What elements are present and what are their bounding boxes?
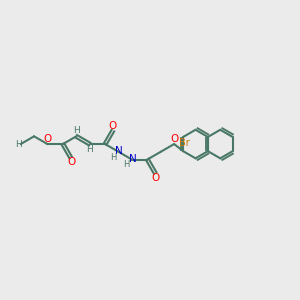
Text: O: O [67, 158, 75, 167]
Text: H: H [15, 140, 22, 148]
Text: O: O [109, 121, 117, 130]
Text: O: O [152, 173, 160, 183]
Text: H: H [73, 127, 80, 136]
Text: H: H [110, 153, 116, 162]
Text: N: N [129, 154, 136, 164]
Text: O: O [43, 134, 52, 144]
Text: H: H [123, 160, 130, 169]
Text: O: O [170, 134, 178, 144]
Text: Br: Br [179, 138, 190, 148]
Text: H: H [86, 145, 93, 154]
Text: N: N [115, 146, 123, 156]
